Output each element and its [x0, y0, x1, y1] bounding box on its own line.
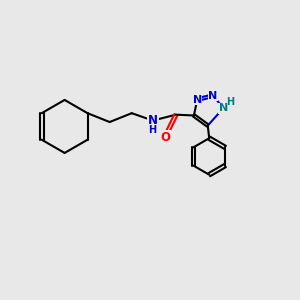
Text: H: H [226, 97, 234, 107]
Text: N: N [193, 94, 202, 105]
Text: N: N [208, 91, 217, 101]
Text: N: N [219, 103, 228, 113]
Text: N: N [148, 114, 158, 127]
Text: O: O [160, 131, 171, 144]
Text: H: H [148, 125, 156, 135]
